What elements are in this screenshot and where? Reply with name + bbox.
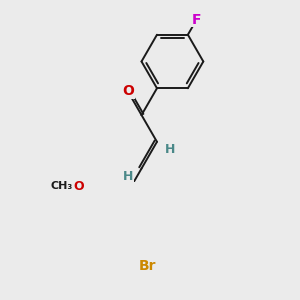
Text: H: H (165, 143, 176, 156)
Text: Br: Br (139, 259, 157, 273)
Text: H: H (123, 170, 133, 183)
Text: CH₃: CH₃ (50, 181, 72, 191)
Text: O: O (122, 85, 134, 98)
Text: F: F (192, 13, 201, 27)
Text: O: O (74, 180, 84, 193)
